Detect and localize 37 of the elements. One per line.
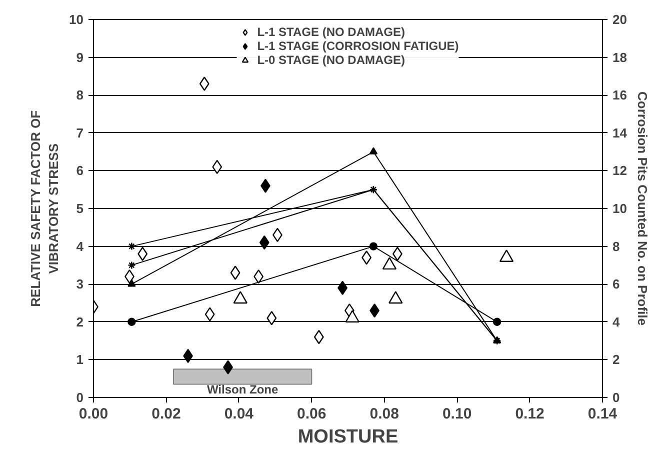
y-tick-label: 1 — [76, 352, 84, 368]
y2-tick-label: 4 — [612, 314, 620, 330]
y-tick-label: 10 — [69, 12, 84, 27]
x-axis-title: MOISTURE — [298, 426, 398, 448]
y2-tick-label: 0 — [612, 390, 620, 405]
y-tick-label: 6 — [76, 163, 84, 178]
y2-tick-label: 16 — [612, 88, 627, 103]
y-tick-label: 5 — [76, 201, 84, 216]
legend-label: L-0 STAGE (NO DAMAGE) — [257, 53, 405, 67]
y2-axis-title: Corrosion Pits Counted No. on Profile — [634, 92, 650, 326]
y-tick-label: 8 — [76, 88, 84, 103]
y2-tick-label: 12 — [612, 163, 627, 178]
y2-tick-label: 20 — [612, 12, 627, 27]
x-tick-label: 0.00 — [78, 406, 108, 422]
y2-tick-label: 14 — [612, 125, 628, 140]
y-tick-label: 9 — [76, 50, 84, 65]
band-label: Wilson Zone — [206, 382, 278, 396]
x-tick-label: 0.02 — [152, 406, 181, 422]
legend-label: L-1 STAGE (CORROSION FATIGUE) — [257, 39, 459, 53]
y-tick-label: 4 — [76, 238, 84, 254]
x-tick-label: 0.10 — [442, 406, 472, 422]
y-tick-label: 2 — [76, 314, 84, 330]
y-axis-title: RELATIVE SAFETY FACTOR OF VIBRATORY STRESS — [28, 110, 62, 307]
legend-label: L-1 STAGE (NO DAMAGE) — [257, 25, 405, 39]
x-tick-label: 0.06 — [297, 406, 326, 422]
x-tick-label: 0.14 — [588, 406, 618, 422]
y2-tick-label: 8 — [612, 238, 620, 254]
x-tick-label: 0.04 — [224, 406, 254, 422]
y-tick-label: 0 — [76, 390, 84, 405]
x-tick-label: 0.08 — [370, 406, 399, 422]
x-tick-label: 0.12 — [515, 406, 544, 422]
y2-tick-label: 18 — [612, 50, 627, 65]
y-tick-label: 3 — [76, 276, 84, 292]
y2-tick-label: 10 — [612, 201, 627, 216]
y2-tick-label: 2 — [612, 352, 620, 368]
y2-tick-label: 6 — [612, 276, 620, 292]
y-tick-label: 7 — [76, 125, 84, 140]
